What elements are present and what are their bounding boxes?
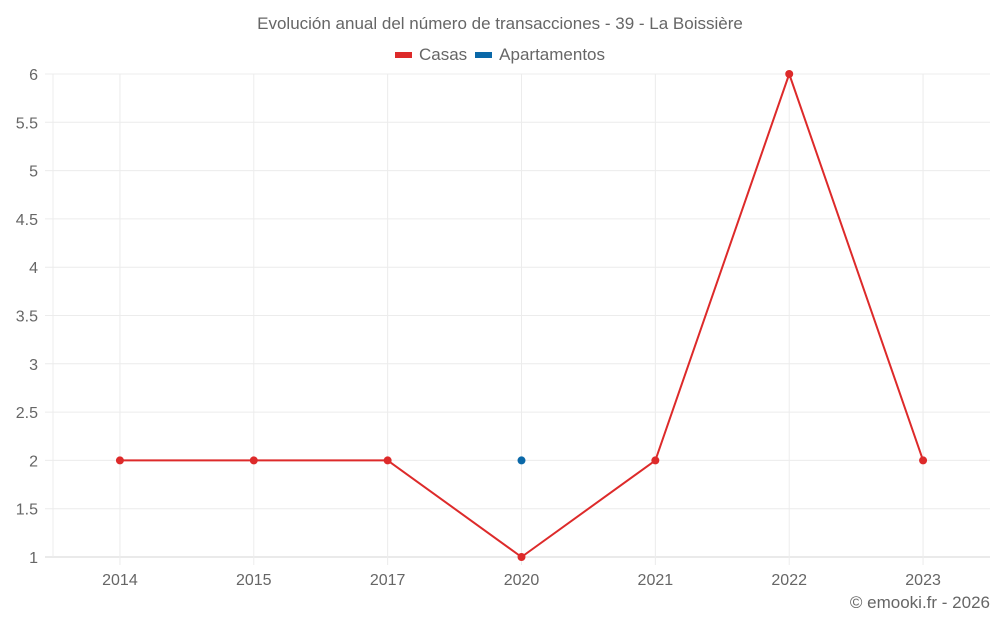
y-tick-label: 4	[29, 260, 38, 277]
legend-label-casas: Casas	[418, 45, 468, 64]
x-tick-label: 2023	[905, 572, 941, 589]
y-tick-label: 1	[29, 550, 38, 567]
y-tick-label: 6	[29, 67, 38, 84]
y-tick-label: 4.5	[16, 212, 38, 229]
data-point[interactable]	[517, 456, 526, 465]
x-tick-label: 2014	[102, 572, 138, 589]
data-point[interactable]	[651, 456, 660, 465]
copyright-credit: © emooki.fr - 2026	[849, 593, 990, 612]
legend-swatch-apartamentos	[475, 52, 493, 58]
chart-legend: Casas Apartamentos	[0, 45, 1000, 65]
legend-label-apartamentos: Apartamentos	[499, 45, 606, 64]
y-tick-label: 5	[29, 164, 38, 181]
data-point[interactable]	[383, 456, 392, 465]
series-apartamentos	[517, 456, 526, 465]
series-casas	[115, 70, 928, 561]
legend-swatch-casas	[394, 52, 412, 58]
y-tick-label: 2.5	[16, 405, 38, 422]
chart-title: Evolución anual del número de transaccio…	[257, 14, 743, 33]
data-point[interactable]	[517, 553, 526, 561]
y-tick-label: 5.5	[16, 115, 38, 132]
data-point[interactable]	[785, 70, 794, 78]
data-point[interactable]	[115, 456, 124, 465]
x-tick-label: 2022	[771, 572, 807, 589]
y-tick-label: 2	[29, 453, 38, 470]
x-tick-label: 2020	[504, 572, 540, 589]
data-point[interactable]	[919, 456, 928, 465]
y-tick-label: 1.5	[16, 502, 38, 519]
x-tick-label: 2015	[236, 572, 272, 589]
data-point[interactable]	[249, 456, 258, 465]
x-tick-label: 2021	[638, 572, 674, 589]
legend-item-apartamentos[interactable]: Apartamentos	[475, 45, 605, 65]
data-series	[115, 70, 928, 561]
x-tick-label: 2017	[370, 572, 406, 589]
y-axis: 1 1.5 2 2.5 3 3.5 4 4.5 5 5.5 6	[16, 67, 38, 567]
x-axis: 2014 2015 2017 2020 2021 2022 2023	[102, 572, 941, 589]
grid-lines	[45, 73, 990, 565]
y-tick-label: 3	[29, 357, 38, 374]
y-tick-label: 3.5	[16, 309, 38, 326]
legend-item-casas[interactable]: Casas	[394, 45, 468, 65]
